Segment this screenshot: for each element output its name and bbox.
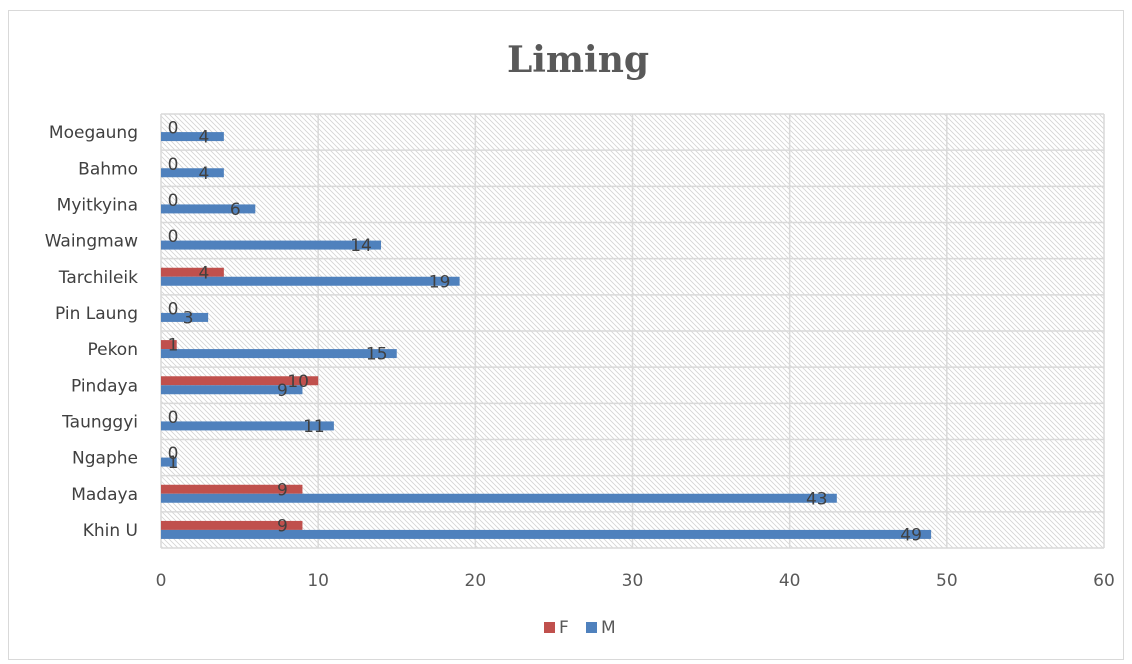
category-label: Pekon bbox=[87, 340, 138, 360]
data-label: 11 bbox=[303, 417, 325, 437]
bar-m-bahmo bbox=[161, 168, 224, 178]
data-label: 15 bbox=[366, 345, 388, 365]
legend-label-m: M bbox=[601, 618, 616, 638]
data-label: 4 bbox=[198, 263, 209, 283]
bar-f-khin-u bbox=[161, 520, 303, 530]
bar-m-madaya bbox=[161, 493, 837, 503]
category-labels: Khin U Madaya Ngaphe Taunggyi Pindaya Pekon Pi… bbox=[45, 123, 138, 541]
data-label: 9 bbox=[277, 516, 288, 536]
category-label: Myitkyina bbox=[57, 195, 138, 215]
bar-m-tarchileik bbox=[161, 276, 460, 286]
chart-title: Liming bbox=[507, 39, 649, 81]
category-label: Pin Laung bbox=[55, 304, 138, 324]
bar-m-pindaya bbox=[161, 385, 303, 395]
category-label: Tarchileik bbox=[58, 268, 138, 288]
bar-f-pekon bbox=[161, 340, 177, 350]
x-tick-label: 0 bbox=[156, 571, 167, 591]
category-label: Khin U bbox=[83, 521, 138, 541]
x-tick-label: 60 bbox=[1093, 571, 1115, 591]
data-label: 43 bbox=[806, 489, 828, 509]
bar-m-myitkyina bbox=[161, 204, 256, 214]
x-tick-label: 20 bbox=[465, 571, 487, 591]
category-label: Ngaphe bbox=[72, 449, 138, 469]
data-label: 0 bbox=[168, 155, 179, 175]
bar-m-pekon bbox=[161, 349, 397, 359]
bar-f-pindaya bbox=[161, 376, 319, 386]
data-label: 9 bbox=[277, 381, 288, 401]
data-label: 19 bbox=[429, 272, 451, 292]
bar-m-pin-laung bbox=[161, 312, 209, 322]
x-tick-label: 40 bbox=[779, 571, 801, 591]
category-label: Moegaung bbox=[49, 123, 138, 143]
data-label: 6 bbox=[230, 200, 241, 220]
gridlines bbox=[160, 113, 1105, 549]
data-label: 1 bbox=[168, 453, 179, 473]
data-label: 0 bbox=[168, 227, 179, 247]
bar-m-waingmaw bbox=[161, 240, 382, 250]
x-tick-label: 10 bbox=[307, 571, 329, 591]
data-label: 10 bbox=[287, 372, 309, 392]
data-label: 4 bbox=[198, 164, 209, 184]
legend-swatch-m bbox=[586, 622, 597, 633]
category-label: Bahmo bbox=[78, 159, 138, 179]
data-label: 49 bbox=[900, 525, 922, 545]
data-label: 0 bbox=[168, 444, 179, 464]
data-label: 0 bbox=[168, 119, 179, 139]
data-label: 4 bbox=[198, 128, 209, 148]
category-label: Madaya bbox=[71, 485, 138, 505]
legend-swatch-f bbox=[544, 622, 555, 633]
x-tick-label: 30 bbox=[622, 571, 644, 591]
bars bbox=[161, 132, 932, 539]
category-label: Pindaya bbox=[71, 376, 138, 396]
bar-m-khin-u bbox=[161, 529, 932, 539]
data-label: 0 bbox=[168, 191, 179, 211]
category-label: Waingmaw bbox=[45, 232, 138, 252]
legend-label-f: F bbox=[559, 618, 569, 638]
bar-m-moegaung bbox=[161, 132, 224, 142]
data-label: 0 bbox=[168, 408, 179, 428]
bar-m-ngaphe bbox=[161, 457, 177, 467]
bar-m-taunggyi bbox=[161, 421, 334, 431]
x-tick-labels: 0 10 20 30 40 50 60 bbox=[156, 571, 1115, 591]
data-label: 0 bbox=[168, 299, 179, 319]
data-label: 9 bbox=[277, 480, 288, 500]
bar-f-tarchileik bbox=[161, 267, 224, 277]
x-tick-label: 50 bbox=[936, 571, 958, 591]
data-label: 3 bbox=[183, 308, 194, 328]
data-label: 14 bbox=[350, 236, 372, 256]
data-label: 1 bbox=[168, 336, 179, 356]
bar-f-madaya bbox=[161, 484, 303, 494]
category-label: Taunggyi bbox=[61, 412, 138, 432]
